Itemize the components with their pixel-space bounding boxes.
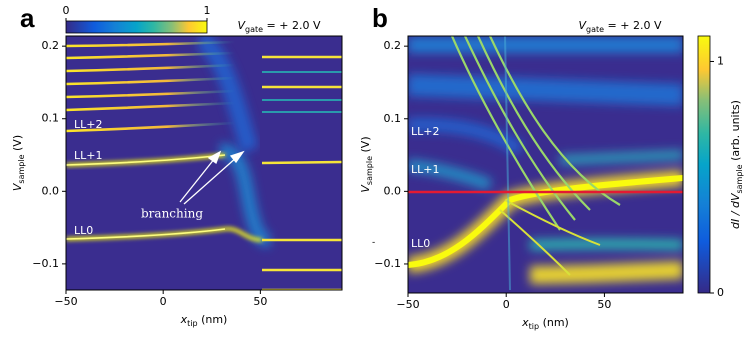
panel-label: b	[372, 3, 388, 33]
x-axis-label-part: (nm)	[539, 316, 569, 329]
x-axis-label: xtip (nm)	[180, 313, 228, 328]
panel-label: a	[20, 3, 35, 33]
x-axis-label-part: x	[180, 313, 188, 326]
y-tick-label: 0.0	[42, 184, 60, 197]
y-tick-label: 0.1	[384, 112, 402, 125]
y-tick-label: 0.0	[384, 184, 402, 197]
x-tick-label: 50	[597, 298, 611, 311]
x-tick-label: 0	[160, 295, 167, 308]
y-axis-label: Vsample (V)	[11, 135, 26, 191]
y-tick-label: −0.1	[374, 257, 401, 270]
stray-mark: -	[372, 238, 375, 248]
gate-annotation: Vgate = + 2.0 V	[237, 19, 320, 34]
y-tick-label: 0.2	[42, 39, 60, 52]
gate-annotation-part: gate	[245, 25, 263, 34]
y-tick-label: 0.1	[42, 112, 60, 125]
y-axis-label: Vsample (V)	[359, 136, 374, 192]
axes-frame	[65, 35, 343, 291]
colorbar-label: dI / dVsample (arb. units)	[729, 100, 744, 229]
x-tick-label: −50	[54, 295, 77, 308]
level-label: LL0	[74, 224, 93, 237]
x-axis-label-part: x	[521, 316, 529, 329]
y-axis-label-part: sample	[17, 154, 26, 183]
x-axis-label-part: tip	[187, 319, 197, 328]
y-axis-label-part: sample	[365, 156, 374, 185]
axes-frame	[407, 35, 684, 294]
x-tick-label: 0	[503, 298, 510, 311]
x-axis-label-part: (nm)	[198, 313, 228, 326]
gate-annotation-part: gate	[586, 25, 604, 34]
colorbar-label-part: sample	[735, 164, 744, 193]
heatmap-image	[66, 36, 342, 290]
colorbar-tick-label: 0	[63, 4, 70, 17]
gate-annotation: Vgate = + 2.0 V	[578, 19, 661, 34]
gate-annotation-part: = + 2.0 V	[263, 19, 321, 32]
x-axis-label-part: tip	[529, 322, 539, 331]
annotation: branching	[141, 207, 203, 221]
heatmap-image	[408, 36, 683, 293]
y-axis-label-part: (V)	[11, 135, 24, 155]
y-tick-label: 0.2	[384, 39, 402, 52]
colorbar	[65, 20, 208, 34]
colorbar-label-part: (arb. units)	[729, 100, 742, 164]
x-axis-label: xtip (nm)	[521, 316, 569, 331]
y-axis-label-part: V	[11, 182, 24, 191]
gate-annotation-part: V	[578, 19, 587, 32]
x-tick-label: −50	[396, 298, 419, 311]
colorbar-tick-label: 1	[717, 54, 724, 67]
y-axis-label-part: (V)	[359, 136, 372, 156]
level-label: LL+2	[411, 125, 439, 138]
y-tick-label: −0.1	[32, 257, 59, 270]
level-label: LL0	[411, 237, 430, 250]
level-label: LL+1	[74, 149, 102, 162]
level-label: LL+1	[411, 163, 439, 176]
colorbar-label-part: dI / dV	[729, 192, 742, 229]
colorbar	[697, 35, 711, 294]
colorbar-tick-label: 1	[204, 4, 211, 17]
level-label: LL+2	[74, 118, 102, 131]
colorbar-tick-label: 0	[717, 286, 724, 299]
gate-annotation-part: = + 2.0 V	[604, 19, 662, 32]
x-tick-label: 50	[253, 295, 267, 308]
gate-annotation-part: V	[237, 19, 246, 32]
branching-arrows	[179, 150, 245, 205]
y-axis-label-part: V	[359, 184, 372, 193]
